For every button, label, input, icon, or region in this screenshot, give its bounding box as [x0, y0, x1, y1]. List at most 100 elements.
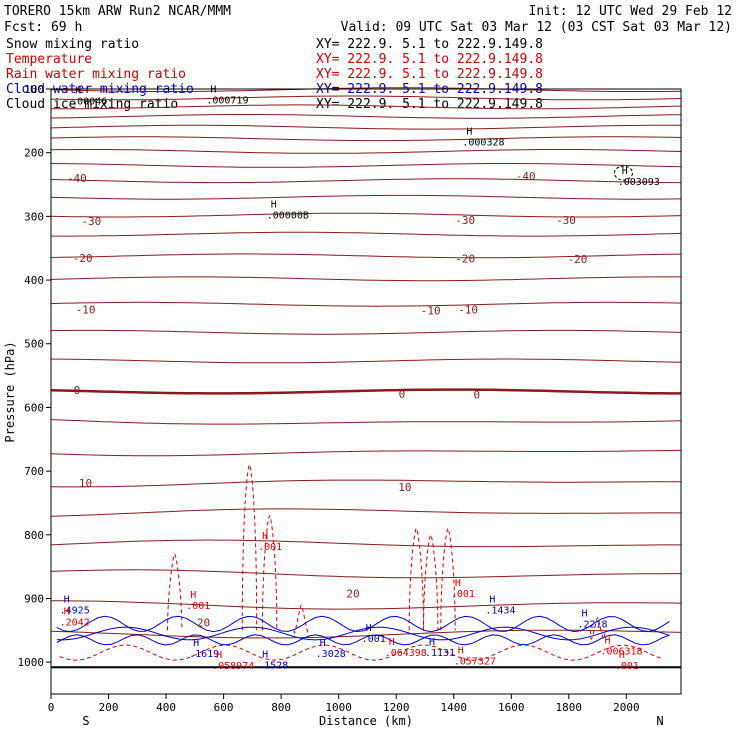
y-tick-label: 500: [24, 338, 44, 351]
isotherm-label: -20: [568, 253, 588, 266]
maximum-value: .001: [362, 634, 386, 645]
x-tick-label: 800: [271, 701, 291, 714]
y-tick-label: 100: [24, 83, 44, 96]
maximum-marker: H: [604, 635, 610, 646]
model-title: TORERO 15km ARW Run2 NCAR/MMM: [4, 4, 231, 19]
isotherm-label: -20: [73, 252, 93, 265]
north-endpoint: N: [656, 714, 663, 728]
maximum-marker: H: [64, 595, 70, 606]
isotherm-line: [50, 479, 681, 488]
isotherm-label: 0: [399, 388, 406, 401]
snow-contour: [613, 165, 633, 181]
isotherm-label: 10: [398, 481, 411, 494]
y-tick-label: 600: [24, 401, 44, 414]
isotherm-label: -30: [455, 214, 475, 227]
maximum-value: .001: [451, 589, 475, 600]
isotherm-line: [51, 104, 682, 110]
isotherm-line: [50, 124, 681, 130]
x-tick-label: 0: [48, 701, 55, 714]
legend-xy: XY= 222.9. 5.1 to 222.9.149.8: [316, 37, 543, 52]
maximum-value: .1131: [425, 648, 455, 659]
maximum-marker: H: [190, 590, 196, 601]
x-tick-label: 1600: [498, 701, 525, 714]
maximum-marker: H: [75, 86, 81, 97]
rain-contour: [59, 644, 662, 661]
maximum-value: .000719: [206, 95, 248, 106]
x-axis-label: Distance (km): [319, 714, 413, 728]
maximum-value: .057327: [454, 657, 496, 668]
maximum-marker: H: [216, 650, 222, 661]
isotherm-label: -10: [76, 303, 96, 316]
isotherm-line: [50, 276, 681, 282]
isotherm-line: [50, 212, 682, 218]
rain-contour: [589, 617, 606, 640]
maximum-value: .001: [186, 601, 210, 612]
maximum-value: .001: [258, 542, 282, 553]
isotherm-label: 0: [473, 389, 480, 402]
x-tick-label: 1200: [383, 701, 410, 714]
x-tick-label: 1000: [325, 701, 352, 714]
maximum-value: .00000B: [267, 211, 309, 222]
x-tick-label: 1400: [440, 701, 467, 714]
maximum-value: .000328: [462, 137, 504, 148]
x-tick-label: 400: [156, 701, 176, 714]
isotherm-line: [50, 508, 681, 517]
maximum-value: .1619: [189, 649, 219, 660]
maximum-value: .4925: [60, 606, 90, 617]
isotherm-label: -30: [556, 214, 576, 227]
forecast-hour: Fcst: 69 h: [4, 20, 82, 35]
isotherm-line: [50, 301, 682, 307]
legend-item: Rain water mixing ratio: [6, 67, 186, 82]
rain-contour: [241, 464, 258, 631]
isotherm-line: [50, 194, 682, 200]
maximum-marker: H: [210, 84, 216, 95]
y-tick-label: 700: [24, 465, 44, 478]
isotherm-label: -10: [421, 305, 441, 318]
maximum-marker: H: [622, 166, 628, 177]
isotherm-line: [50, 114, 682, 119]
maximum-marker: H: [458, 646, 464, 657]
isotherm-line: [51, 600, 682, 610]
cloud-water-contour: [56, 615, 670, 633]
isotherm-line: [51, 231, 682, 237]
legend-xy: XY= 222.9. 5.1 to 222.9.149.8: [316, 67, 543, 82]
maximum-value: .2218: [577, 620, 607, 631]
maximum-marker: H: [619, 650, 625, 661]
cloud-water-contour: [56, 626, 670, 641]
maximum-marker: H: [489, 595, 495, 606]
maximum-marker: H: [455, 578, 461, 589]
isotherm-label: 20: [197, 617, 210, 630]
isotherm-label: -40: [516, 170, 536, 183]
x-tick-label: 1800: [556, 701, 583, 714]
isotherm-line: [50, 253, 682, 259]
isotherm-label: 0: [74, 384, 81, 397]
plot-frame: [50, 88, 682, 695]
y-tick-label: 800: [24, 529, 44, 542]
y-tick-label: 1000: [18, 656, 45, 669]
isotherm-line: [50, 449, 682, 457]
isotherm-line: [50, 419, 682, 425]
maximum-marker: H: [271, 200, 277, 211]
isotherm-label: 20: [346, 587, 359, 600]
x-tick-label: 600: [214, 701, 234, 714]
maximum-value: .001: [615, 661, 639, 672]
rain-contour: [167, 553, 183, 631]
rain-contour: [293, 604, 309, 634]
maximum-marker: H: [366, 623, 372, 634]
isotherm-line: [50, 388, 681, 395]
isotherm-label: -10: [458, 303, 478, 316]
legend-xy: XY= 222.9. 5.1 to 222.9.149.8: [316, 52, 543, 67]
maximum-value: .006318: [600, 646, 642, 657]
maximum-value: .00046: [71, 97, 107, 108]
maximum-marker: H: [64, 607, 70, 618]
init-time: Init: 12 UTC Wed 29 Feb 12: [529, 4, 733, 19]
axes: 0 200 400 600 800 1000 1200 1400 1600 1800 2000100…: [18, 83, 640, 714]
maximum-marker: H: [466, 126, 472, 137]
isotherm-line: [50, 95, 682, 101]
isotherm-label: -40: [67, 172, 87, 185]
x-tick-label: 2000: [613, 701, 640, 714]
maximum-value: .1434: [485, 606, 515, 617]
isotherm-line: [50, 539, 681, 548]
valid-time: Valid: 09 UTC Sat 03 Mar 12 (03 CST Sat …: [341, 20, 732, 35]
x-tick-label: 200: [99, 701, 119, 714]
